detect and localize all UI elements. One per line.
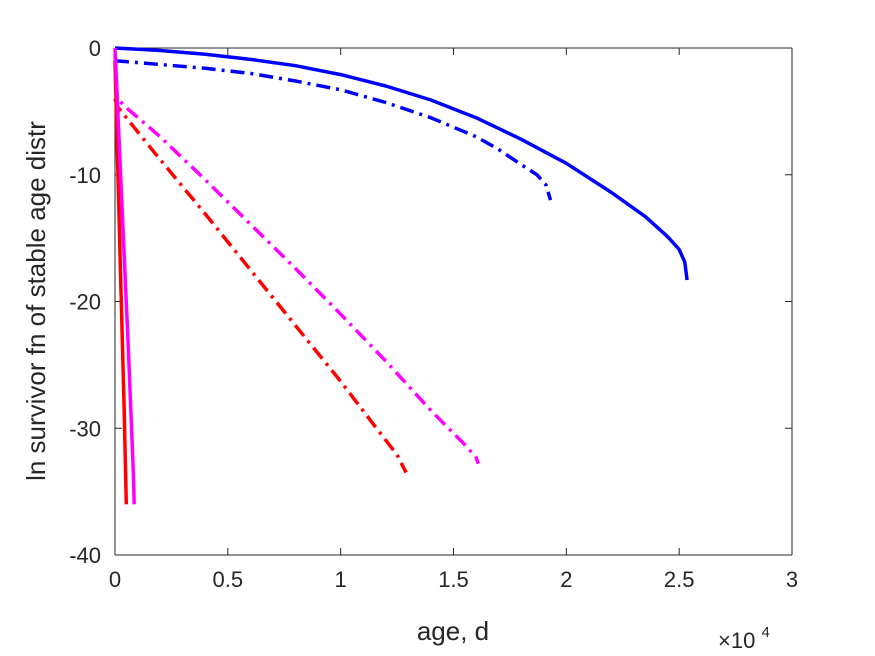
series-line-4 — [113, 98, 408, 474]
x-axis-label: age, d — [417, 616, 489, 646]
x-tick-label: 0.5 — [213, 567, 244, 592]
series-group — [113, 46, 689, 505]
x-tick-label: 2 — [560, 567, 572, 592]
y-tick-label: -10 — [69, 163, 101, 188]
series-line-2 — [114, 58, 553, 201]
x-multiplier-exponent: 4 — [761, 624, 769, 641]
x-tick-label: 1.5 — [438, 567, 469, 592]
series-line-1 — [114, 46, 689, 281]
ticks: 0 0.5 1 1.5 2 2.5 3 0 -10 -20 -30 -40 — [69, 36, 798, 592]
x-tick-label: 1 — [335, 567, 347, 592]
axes — [114, 47, 793, 556]
y-tick-label: -20 — [69, 290, 101, 315]
y-axis-label: ln survivor fn of stable age distr — [21, 121, 51, 481]
x-multiplier-base: ×10 — [718, 628, 755, 653]
x-tick-label: 0 — [109, 567, 121, 592]
y-tick-label: 0 — [89, 36, 101, 61]
series-line-3 — [113, 54, 480, 465]
y-tick-label: -40 — [69, 543, 101, 568]
y-tick-label: -30 — [69, 416, 101, 441]
x-multiplier: ×10 4 — [718, 624, 770, 653]
series-line-6 — [113, 47, 136, 505]
x-tick-label: 3 — [786, 567, 798, 592]
x-tick-label: 2.5 — [664, 567, 695, 592]
